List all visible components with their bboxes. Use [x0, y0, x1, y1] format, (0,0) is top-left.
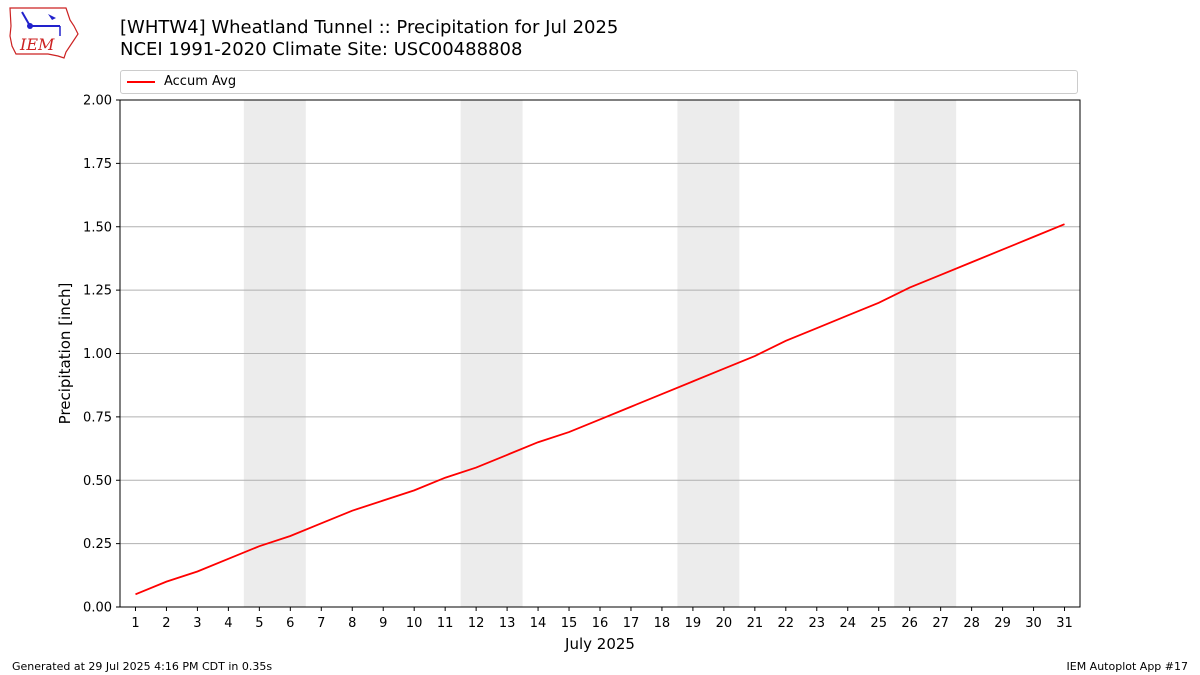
y-tick-label: 0.75 — [83, 410, 112, 425]
y-tick-label: 1.50 — [83, 220, 112, 235]
x-tick-label: 15 — [561, 616, 578, 631]
footer-generated: Generated at 29 Jul 2025 4:16 PM CDT in … — [12, 660, 273, 673]
x-tick-label: 5 — [255, 616, 263, 631]
x-tick-label: 12 — [468, 616, 485, 631]
x-tick-label: 25 — [870, 616, 887, 631]
x-tick-label: 22 — [778, 616, 795, 631]
x-tick-label: 19 — [685, 616, 702, 631]
legend-swatch-accum-avg — [127, 81, 155, 83]
x-tick-label: 23 — [809, 616, 826, 631]
footer-app-id: IEM Autoplot App #17 — [1066, 660, 1189, 673]
x-tick-label: 18 — [654, 616, 671, 631]
y-axis-label: Precipitation [inch] — [56, 283, 74, 425]
series-line-accum-avg — [135, 223, 1065, 596]
title-line-1: [WHTW4] Wheatland Tunnel :: Precipitatio… — [120, 17, 619, 38]
y-tick-label: 0.50 — [83, 474, 112, 489]
y-tick-label: 1.25 — [83, 284, 112, 299]
x-tick-label: 28 — [963, 616, 980, 631]
x-tick-label: 13 — [499, 616, 516, 631]
x-tick-label: 31 — [1056, 616, 1073, 631]
x-tick-label: 17 — [623, 616, 640, 631]
x-tick-label: 21 — [747, 616, 764, 631]
x-tick-label: 4 — [224, 616, 232, 631]
x-axis-label: July 2025 — [564, 635, 635, 653]
x-tick-label: 8 — [348, 616, 356, 631]
legend: Accum Avg — [120, 70, 1078, 94]
y-tick-label: 1.00 — [83, 347, 112, 362]
x-tick-label: 14 — [530, 616, 547, 631]
x-tick-label: 16 — [592, 616, 609, 631]
logo-text: IEM — [19, 35, 55, 54]
x-tick-label: 10 — [406, 616, 423, 631]
x-tick-label: 20 — [716, 616, 733, 631]
chart-title: [WHTW4] Wheatland Tunnel :: Precipitatio… — [120, 17, 618, 61]
y-tick-label: 0.00 — [83, 601, 112, 616]
x-tick-label: 7 — [317, 616, 325, 631]
x-tick-label: 6 — [286, 616, 294, 631]
y-tick-label: 2.00 — [83, 94, 112, 109]
iem-logo: IEM — [8, 6, 80, 60]
y-tick-label: 1.75 — [83, 157, 112, 172]
x-tick-label: 9 — [379, 616, 387, 631]
legend-label-accum-avg: Accum Avg — [164, 74, 237, 89]
title-line-2: NCEI 1991-2020 Climate Site: USC00488808 — [120, 39, 523, 60]
x-tick-label: 3 — [193, 616, 201, 631]
x-tick-label: 11 — [437, 616, 454, 631]
x-tick-label: 30 — [1025, 616, 1042, 631]
x-tick-label: 26 — [901, 616, 918, 631]
x-tick-label: 2 — [162, 616, 170, 631]
x-tick-label: 24 — [839, 616, 856, 631]
x-tick-label: 1 — [131, 616, 139, 631]
x-tick-label: 29 — [994, 616, 1011, 631]
y-tick-label: 0.25 — [83, 537, 112, 552]
x-tick-label: 27 — [932, 616, 949, 631]
